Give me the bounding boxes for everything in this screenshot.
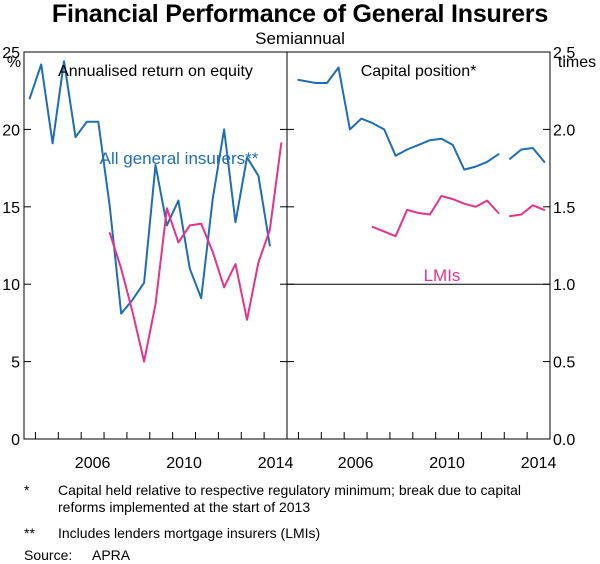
panel-2-series-all-general-insurers (297, 66, 500, 171)
panel-1-series-lmis (108, 142, 283, 363)
y-tick-label-right: 0.5 (553, 355, 575, 372)
frame-layer (23, 51, 551, 440)
y-tick-label-right: 2.5 (553, 45, 575, 62)
footnote-1-text: Capital held relative to respective regu… (58, 482, 522, 515)
annotation-all-general-insurers: All general insurers** (100, 149, 259, 168)
source-value: APRA (92, 547, 131, 563)
footnote-2-text: Includes lenders mortgage insurers (LMIs… (58, 525, 321, 541)
panel-1-series-all-general-insurers (28, 60, 271, 315)
footnote-1-mark: * (24, 482, 30, 498)
x-tick-label: 2006 (338, 455, 374, 472)
y-unit-left: % (7, 54, 21, 71)
y-tick-label-right: 1.0 (553, 277, 575, 294)
panel-1-title: Annualised return on equity (58, 63, 253, 80)
footnote-2-mark: ** (24, 525, 35, 541)
y-tick-label-right: 0.0 (553, 432, 575, 449)
x-tick-label: 2010 (429, 455, 465, 472)
y-tick-label-right: 1.5 (553, 200, 575, 217)
y-tick-label-left: 0 (11, 432, 20, 449)
panel-2-series-lmis (371, 195, 500, 238)
x-tick-label: 2006 (75, 455, 111, 472)
y-unit-right: times (558, 54, 596, 71)
x-tick-label: 2010 (166, 455, 202, 472)
source-label: Source: (24, 547, 73, 563)
panel-2-series-all-general-insurers (509, 147, 546, 163)
annotation-lmis: LMIs (424, 266, 461, 285)
series-layer (28, 60, 546, 363)
y-tick-label-left: 25 (2, 45, 20, 62)
y-tick-label-left: 10 (2, 277, 20, 294)
y-tick-label-left: 20 (2, 122, 20, 139)
x-tick-label: 2014 (258, 455, 294, 472)
chart-title: Financial Performance of General Insurer… (51, 0, 549, 28)
x-tick-label: 2014 (521, 455, 557, 472)
y-tick-label-left: 15 (2, 200, 20, 217)
panel-2-title: Capital position* (361, 63, 477, 80)
y-tick-label-right: 2.0 (553, 122, 575, 139)
panel-2-series-lmis (509, 204, 546, 218)
y-tick-label-left: 5 (11, 355, 20, 372)
label-layer: Annualised return on equity 0 5 10 15 20 25% 20… (2, 45, 596, 472)
chart-subtitle: Semiannual (255, 29, 345, 48)
